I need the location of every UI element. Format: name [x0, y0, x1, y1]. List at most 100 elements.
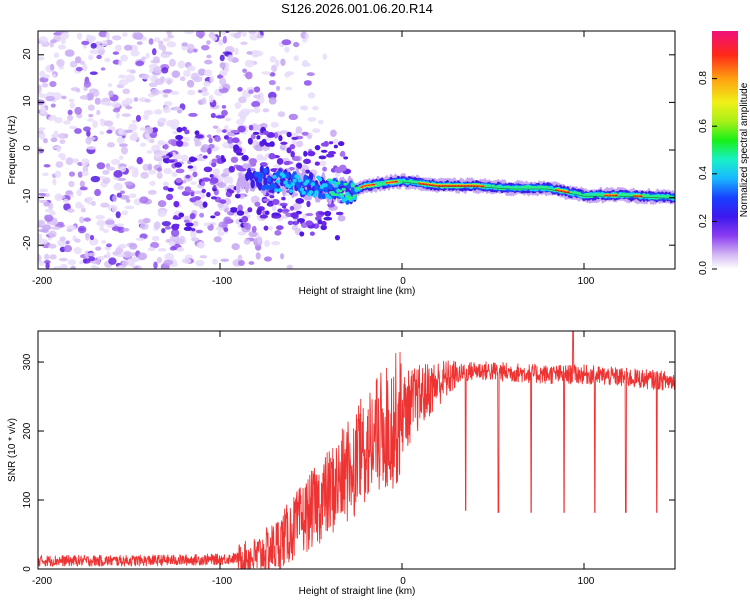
- ridge-cell: [266, 176, 272, 183]
- heatmap-cell: [216, 182, 227, 188]
- ridge-cell: [376, 181, 381, 185]
- heatmap-cell: [83, 80, 92, 88]
- heatmap-cell: [75, 88, 81, 93]
- heatmap-cell: [291, 156, 301, 162]
- ridge-cell: [352, 196, 357, 201]
- heatmap-cell: [296, 162, 303, 169]
- heatmap-cell: [104, 246, 111, 251]
- heatmap-cell: [206, 134, 212, 138]
- heatmap-cell: [74, 128, 82, 134]
- ridge-cell: [259, 172, 265, 179]
- heatmap-cell: [116, 192, 122, 198]
- heatmap-cell: [153, 221, 161, 230]
- heatmap-cell: [218, 199, 227, 204]
- ridge-cell: [244, 179, 250, 194]
- colorbar-tick-label: 0.0: [698, 261, 709, 275]
- ridge-hot-cell: [394, 180, 398, 183]
- heatmap-cell: [236, 210, 245, 216]
- heatmap-cell: [77, 225, 87, 234]
- heatmap-cell: [102, 170, 110, 175]
- ridge-cell: [261, 184, 266, 191]
- heatmap-cell: [272, 198, 280, 206]
- heatmap-cell: [295, 126, 303, 134]
- ridge-cell: [343, 182, 348, 186]
- heatmap-cell: [281, 196, 286, 201]
- heatmap-cell: [220, 155, 225, 160]
- heatmap-cell: [249, 34, 258, 41]
- heatmap-cell: [85, 233, 90, 241]
- heatmap-cell: [52, 178, 57, 186]
- heatmap-cell: [118, 74, 127, 79]
- heatmap-cell: [129, 70, 136, 74]
- heatmap-cell: [192, 48, 198, 53]
- heatmap-cell: [220, 258, 230, 262]
- heatmap-cell: [231, 137, 240, 144]
- heatmap-cell: [44, 253, 50, 261]
- heatmap-cell: [105, 32, 110, 41]
- heatmap-cell: [95, 214, 105, 220]
- colorbar-tick-label: 0.4: [698, 166, 709, 180]
- snr-frame: [37, 330, 676, 570]
- snr-ytick-label: 100: [22, 491, 33, 508]
- heatmap-cell: [120, 54, 129, 62]
- heatmap-cell: [86, 34, 91, 39]
- heatmap-cell: [291, 136, 299, 140]
- snr-series-line: [38, 331, 675, 569]
- heatmap-cell: [271, 215, 279, 219]
- heatmap-cell: [119, 143, 128, 148]
- heatmap-cell: [38, 199, 48, 204]
- heatmap-cell: [293, 41, 300, 48]
- heatmap-cell: [291, 139, 297, 145]
- heatmap-cell: [104, 57, 111, 63]
- heatmap-cell: [83, 217, 91, 222]
- heatmap-cell: [116, 264, 126, 269]
- heatmap-cell: [65, 240, 70, 245]
- heatmap-cell: [38, 91, 43, 95]
- heatmap-cell: [192, 220, 199, 227]
- heatmap-cell: [303, 158, 311, 164]
- heatmap-cell: [248, 124, 254, 131]
- heatmap-cell: [79, 186, 88, 191]
- heatmap-cell: [90, 264, 97, 269]
- heatmap-cell: [223, 216, 232, 225]
- heatmap-cell: [150, 59, 161, 64]
- heatmap-cell: [42, 228, 49, 234]
- heatmap-cell: [244, 59, 255, 68]
- heatmap-cell: [125, 74, 135, 83]
- heatmap-cell: [133, 32, 144, 40]
- spectrogram-ytick-label: -20: [22, 235, 33, 250]
- heatmap-cell: [211, 161, 217, 168]
- heatmap-cell: [274, 229, 282, 236]
- heatmap-cell: [181, 154, 189, 162]
- heatmap-cell: [147, 189, 157, 195]
- heatmap-cell: [119, 166, 126, 173]
- heatmap-cell: [129, 134, 138, 141]
- heatmap-cell: [80, 207, 86, 213]
- ridge-cell: [312, 193, 317, 198]
- heatmap-cell: [195, 31, 205, 38]
- ridge-cell: [341, 187, 346, 191]
- heatmap-cell: [121, 210, 128, 216]
- heatmap-cell: [318, 119, 324, 125]
- heatmap-cell: [110, 158, 121, 165]
- heatmap-cell: [172, 130, 178, 135]
- heatmap-cell: [65, 157, 74, 166]
- heatmap-cell: [127, 165, 135, 171]
- spectrogram-xlabel: Height of straight line (km): [299, 286, 416, 297]
- heatmap-cell: [89, 71, 98, 76]
- heatmap-cell: [99, 225, 105, 232]
- heatmap-cell: [231, 243, 240, 251]
- heatmap-cell: [159, 76, 165, 83]
- heatmap-cell: [264, 142, 273, 147]
- heatmap-cell: [81, 40, 90, 46]
- ridge-cell: [272, 174, 277, 179]
- heatmap-cell: [70, 265, 77, 269]
- heatmap-cell: [38, 56, 45, 61]
- heatmap-cell: [292, 202, 302, 210]
- heatmap-cell: [43, 260, 51, 264]
- spectrogram-axis-ticks: [37, 31, 675, 269]
- heatmap-cell: [173, 223, 180, 228]
- ridge-cell: [286, 184, 292, 189]
- heatmap-cell: [186, 65, 196, 72]
- heatmap-cell: [63, 244, 73, 253]
